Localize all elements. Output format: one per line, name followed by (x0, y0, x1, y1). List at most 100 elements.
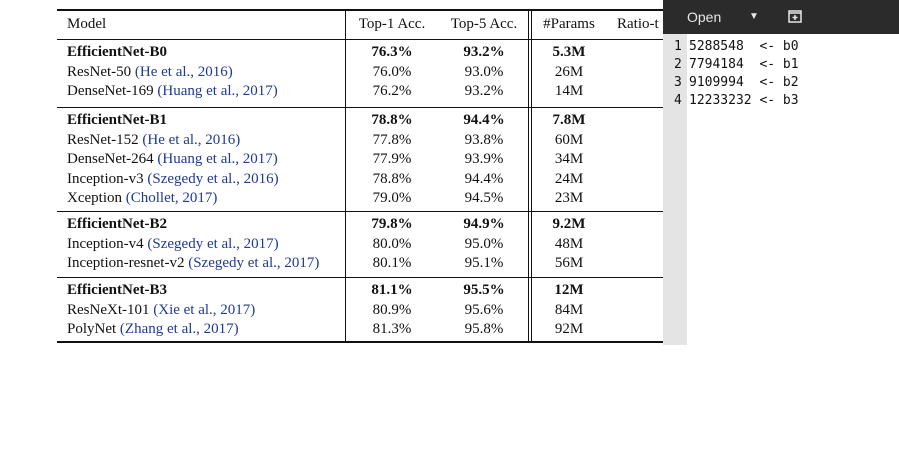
line-number-gutter (663, 34, 687, 345)
header-params: #Params (543, 16, 595, 32)
group-rule (57, 277, 663, 278)
model-name: EfficientNet-B0 (67, 44, 167, 60)
editor-line-text[interactable]: 12233232 <- b3 (689, 93, 799, 108)
top1-value: 79.8% (371, 216, 413, 232)
column-divider (531, 11, 532, 341)
line-number: 2 (674, 57, 682, 72)
model-name-cell: Xception (Chollet, 2017) (67, 189, 217, 208)
model-name-cell: DenseNet-169 (Huang et al., 2017) (67, 82, 278, 101)
model-name: ResNet-50 (67, 64, 135, 80)
new-tab-icon[interactable] (787, 8, 803, 24)
model-name-cell: ResNet-50 (He et al., 2016) (67, 63, 233, 82)
top5-value: 94.4% (463, 112, 505, 128)
model-name-cell: Inception-v3 (Szegedy et al., 2016) (67, 170, 279, 189)
top1-value: 80.1% (372, 255, 412, 271)
model-name-cell: EfficientNet-B1 (67, 111, 167, 130)
model-name-cell: ResNeXt-101 (Xie et al., 2017) (67, 301, 255, 320)
model-name: Xception (67, 190, 126, 206)
editor-line-text[interactable]: 7794184 <- b1 (689, 57, 799, 72)
top5-value: 93.0% (464, 64, 504, 80)
model-name-cell: ResNet-152 (He et al., 2016) (67, 131, 240, 150)
column-divider (528, 11, 529, 341)
header-top1: Top-1 Acc. (358, 16, 426, 32)
params-value: 12M (554, 282, 584, 298)
top5-value: 93.9% (464, 151, 504, 167)
top5-value: 95.0% (464, 236, 504, 252)
top-rule (57, 9, 663, 11)
top5-value: 94.4% (464, 171, 504, 187)
model-name: EfficientNet-B3 (67, 282, 167, 298)
top1-value: 78.8% (371, 112, 413, 128)
top1-value: 81.1% (371, 282, 413, 298)
model-name: ResNeXt-101 (67, 302, 154, 318)
open-button[interactable]: Open ▼ (677, 6, 767, 28)
model-name-cell: EfficientNet-B2 (67, 215, 167, 234)
top5-value: 95.6% (464, 302, 504, 318)
model-name-cell: EfficientNet-B0 (67, 43, 167, 62)
top1-value: 80.0% (372, 236, 412, 252)
citation-link[interactable]: (Huang et al., 2017) (157, 83, 278, 99)
citation-link[interactable]: (He et al., 2016) (134, 64, 233, 80)
top5-value: 93.8% (464, 132, 504, 148)
model-name: Inception-resnet-v2 (67, 255, 189, 271)
paper-table-image: Model Top-1 Acc. Top-5 Acc. #Params Rati… (57, 9, 663, 343)
line-number: 4 (674, 93, 682, 108)
model-name: Inception-v3 (67, 171, 148, 187)
citation-link[interactable]: (He et al., 2016) (142, 132, 241, 148)
top1-value: 80.9% (372, 302, 412, 318)
top5-value: 94.9% (463, 216, 505, 232)
model-name: PolyNet (67, 321, 120, 337)
params-value: 23M (554, 190, 584, 206)
chevron-down-icon: ▼ (749, 11, 759, 22)
model-name: EfficientNet-B1 (67, 112, 167, 128)
top1-value: 76.2% (372, 83, 412, 99)
editor-line-text[interactable]: 5288548 <- b0 (689, 39, 799, 54)
top1-value: 79.0% (372, 190, 412, 206)
params-value: 60M (554, 132, 584, 148)
top5-value: 95.1% (464, 255, 504, 271)
editor-line-text[interactable]: 9109994 <- b2 (689, 75, 799, 90)
params-value: 34M (554, 151, 584, 167)
top1-value: 77.8% (372, 132, 412, 148)
citation-link[interactable]: (Szegedy et al., 2017) (188, 255, 320, 271)
editor-toolbar: Open ▼ (663, 0, 899, 34)
params-value: 26M (554, 64, 584, 80)
citation-link[interactable]: (Szegedy et al., 2017) (147, 236, 279, 252)
text-editor-window: Open ▼ 1 5288548 <- b0 2 7794184 <- b1 3 9109… (663, 0, 899, 345)
model-name-cell: Inception-resnet-v2 (Szegedy et al., 201… (67, 254, 319, 273)
model-name: EfficientNet-B2 (67, 216, 167, 232)
line-number: 3 (674, 75, 682, 90)
citation-link[interactable]: (Zhang et al., 2017) (119, 321, 239, 337)
params-value: 5.3M (552, 44, 586, 60)
params-value: 92M (554, 321, 584, 337)
top1-value: 76.3% (371, 44, 413, 60)
citation-link[interactable]: (Huang et al., 2017) (157, 151, 278, 167)
model-name: DenseNet-169 (67, 83, 158, 99)
citation-link[interactable]: (Chollet, 2017) (125, 190, 218, 206)
params-value: 48M (554, 236, 584, 252)
params-value: 24M (554, 171, 584, 187)
model-name-cell: PolyNet (Zhang et al., 2017) (67, 320, 239, 339)
top1-value: 81.3% (372, 321, 412, 337)
model-name: DenseNet-264 (67, 151, 158, 167)
params-value: 84M (554, 302, 584, 318)
bottom-rule (57, 341, 663, 343)
line-number: 1 (674, 39, 682, 54)
model-name: ResNet-152 (67, 132, 143, 148)
header-ratio: Ratio-t (617, 16, 659, 32)
citation-link[interactable]: (Szegedy et al., 2016) (147, 171, 279, 187)
column-divider (345, 11, 346, 341)
header-rule (57, 39, 663, 40)
top5-value: 95.8% (464, 321, 504, 337)
top5-value: 94.5% (464, 190, 504, 206)
top5-value: 95.5% (463, 282, 505, 298)
group-rule (57, 211, 663, 212)
params-value: 56M (554, 255, 584, 271)
group-rule (57, 107, 663, 108)
params-value: 14M (554, 83, 584, 99)
citation-link[interactable]: (Xie et al., 2017) (153, 302, 256, 318)
header-top5: Top-5 Acc. (450, 16, 518, 32)
top1-value: 76.0% (372, 64, 412, 80)
open-button-label: Open (687, 9, 722, 25)
top1-value: 77.9% (372, 151, 412, 167)
